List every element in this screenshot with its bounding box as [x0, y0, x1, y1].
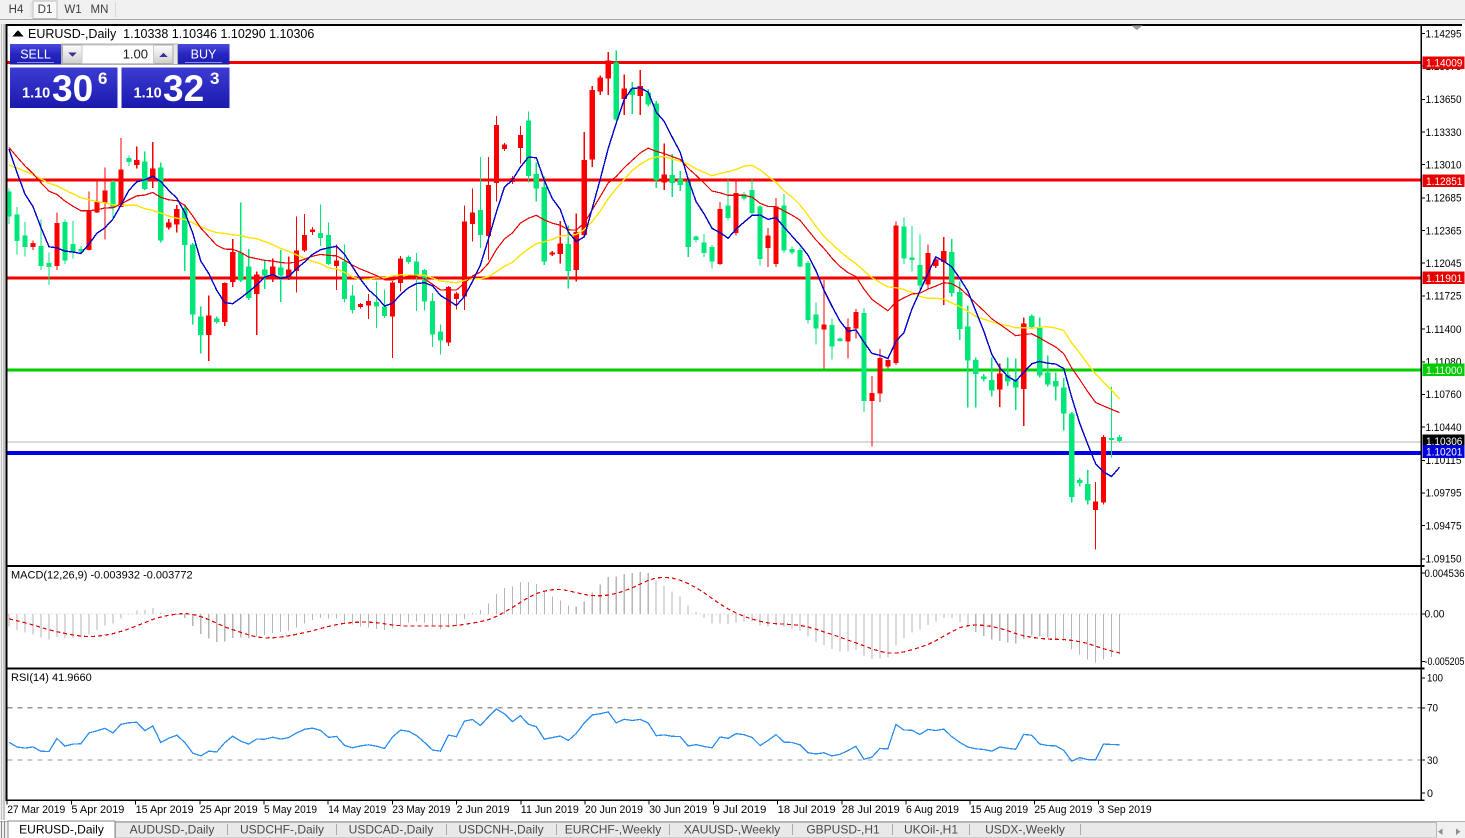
svg-text:23 May 2019: 23 May 2019: [392, 804, 450, 816]
svg-text:1.09795: 1.09795: [1426, 488, 1462, 500]
svg-text:UKOil-,H1: UKOil-,H1: [904, 823, 958, 837]
svg-text:0: 0: [1427, 788, 1433, 800]
svg-text:0.00: 0.00: [1425, 609, 1445, 621]
svg-text:1.11400: 1.11400: [1426, 324, 1462, 336]
svg-text:EURUSD-,Daily 1.10338 1.10346: EURUSD-,Daily 1.10338 1.10346 1.10290 1.…: [28, 27, 314, 41]
svg-text:70: 70: [1427, 703, 1438, 715]
svg-text:0.004536: 0.004536: [1425, 568, 1465, 580]
svg-text:1.13650: 1.13650: [1426, 94, 1462, 106]
svg-text:25 Aug 2019: 25 Aug 2019: [1034, 804, 1092, 816]
svg-text:6 Aug 2019: 6 Aug 2019: [906, 804, 959, 816]
svg-text:14 May 2019: 14 May 2019: [328, 804, 386, 816]
svg-text:MACD(12,26,9) -0.003932 -0.003: MACD(12,26,9) -0.003932 -0.003772: [11, 570, 193, 582]
svg-text:USDCNH-,Daily: USDCNH-,Daily: [458, 823, 543, 837]
svg-text:1.10115: 1.10115: [1426, 455, 1462, 467]
svg-text:3 Sep 2019: 3 Sep 2019: [1099, 804, 1152, 816]
svg-text:15 Apr 2019: 15 Apr 2019: [136, 804, 194, 816]
svg-text:100: 100: [1427, 673, 1443, 685]
svg-text:RSI(14) 41.9660: RSI(14) 41.9660: [11, 672, 92, 684]
svg-text:6: 6: [98, 69, 107, 88]
svg-text:1.10306: 1.10306: [1426, 436, 1462, 448]
svg-text:USDX-,Weekly: USDX-,Weekly: [985, 823, 1065, 837]
svg-text:D1: D1: [38, 4, 53, 16]
svg-text:MN: MN: [91, 4, 109, 16]
svg-text:1.13010: 1.13010: [1426, 160, 1462, 172]
svg-text:2 Jun 2019: 2 Jun 2019: [457, 804, 510, 816]
svg-text:BUY: BUY: [191, 48, 217, 62]
svg-text:5 May 2019: 5 May 2019: [264, 804, 317, 816]
svg-text:1.09475: 1.09475: [1426, 520, 1462, 532]
svg-text:27 Mar 2019: 27 Mar 2019: [7, 804, 65, 816]
svg-text:1.10440: 1.10440: [1426, 422, 1462, 434]
svg-text:5 Apr 2019: 5 Apr 2019: [71, 804, 124, 816]
svg-text:1.00: 1.00: [123, 47, 148, 62]
svg-text:1.10201: 1.10201: [1426, 447, 1462, 459]
svg-text:30: 30: [52, 68, 93, 109]
svg-text:1.14295: 1.14295: [1426, 28, 1462, 40]
svg-text:1.12685: 1.12685: [1426, 193, 1462, 205]
svg-text:1.13330: 1.13330: [1426, 127, 1462, 139]
svg-text:32: 32: [163, 68, 204, 109]
svg-text:25 Apr 2019: 25 Apr 2019: [200, 804, 258, 816]
svg-text:1.12365: 1.12365: [1426, 225, 1462, 237]
svg-text:W1: W1: [64, 4, 81, 16]
svg-text:15 Aug 2019: 15 Aug 2019: [970, 804, 1028, 816]
svg-text:1.12045: 1.12045: [1426, 258, 1462, 270]
svg-text:USDCHF-,Daily: USDCHF-,Daily: [240, 823, 324, 837]
svg-text:11 Jun 2019: 11 Jun 2019: [521, 804, 579, 816]
svg-text:AUDUSD-,Daily: AUDUSD-,Daily: [130, 823, 215, 837]
svg-text:1.11725: 1.11725: [1426, 291, 1462, 303]
svg-text:1.11901: 1.11901: [1426, 273, 1462, 285]
svg-text:1.10: 1.10: [22, 86, 50, 102]
svg-text:USDCAD-,Daily: USDCAD-,Daily: [349, 823, 434, 837]
svg-text:1.14009: 1.14009: [1426, 58, 1462, 70]
svg-text:GBPUSD-,H1: GBPUSD-,H1: [806, 823, 880, 837]
svg-text:1.10760: 1.10760: [1426, 389, 1462, 401]
svg-text:30 Jun 2019: 30 Jun 2019: [649, 804, 707, 816]
svg-text:H4: H4: [9, 4, 24, 16]
svg-text:3: 3: [210, 69, 219, 88]
svg-text:9 Jul 2019: 9 Jul 2019: [713, 804, 766, 816]
svg-text:28 Jul 2019: 28 Jul 2019: [842, 804, 900, 816]
svg-text:20 Jun 2019: 20 Jun 2019: [585, 804, 643, 816]
svg-text:-0.005205: -0.005205: [1425, 656, 1465, 668]
svg-text:EURCHF-,Weekly: EURCHF-,Weekly: [565, 823, 661, 837]
svg-text:18 Jul 2019: 18 Jul 2019: [778, 804, 836, 816]
svg-text:1.10: 1.10: [134, 86, 162, 102]
svg-text:1.09150: 1.09150: [1426, 554, 1462, 566]
svg-text:30: 30: [1427, 755, 1438, 767]
svg-text:1.11000: 1.11000: [1426, 365, 1462, 377]
svg-text:EURUSD-,Daily: EURUSD-,Daily: [19, 823, 104, 837]
svg-text:XAUUSD-,Weekly: XAUUSD-,Weekly: [684, 823, 780, 837]
svg-text:1.12851: 1.12851: [1426, 176, 1462, 188]
svg-text:SELL: SELL: [20, 48, 51, 62]
